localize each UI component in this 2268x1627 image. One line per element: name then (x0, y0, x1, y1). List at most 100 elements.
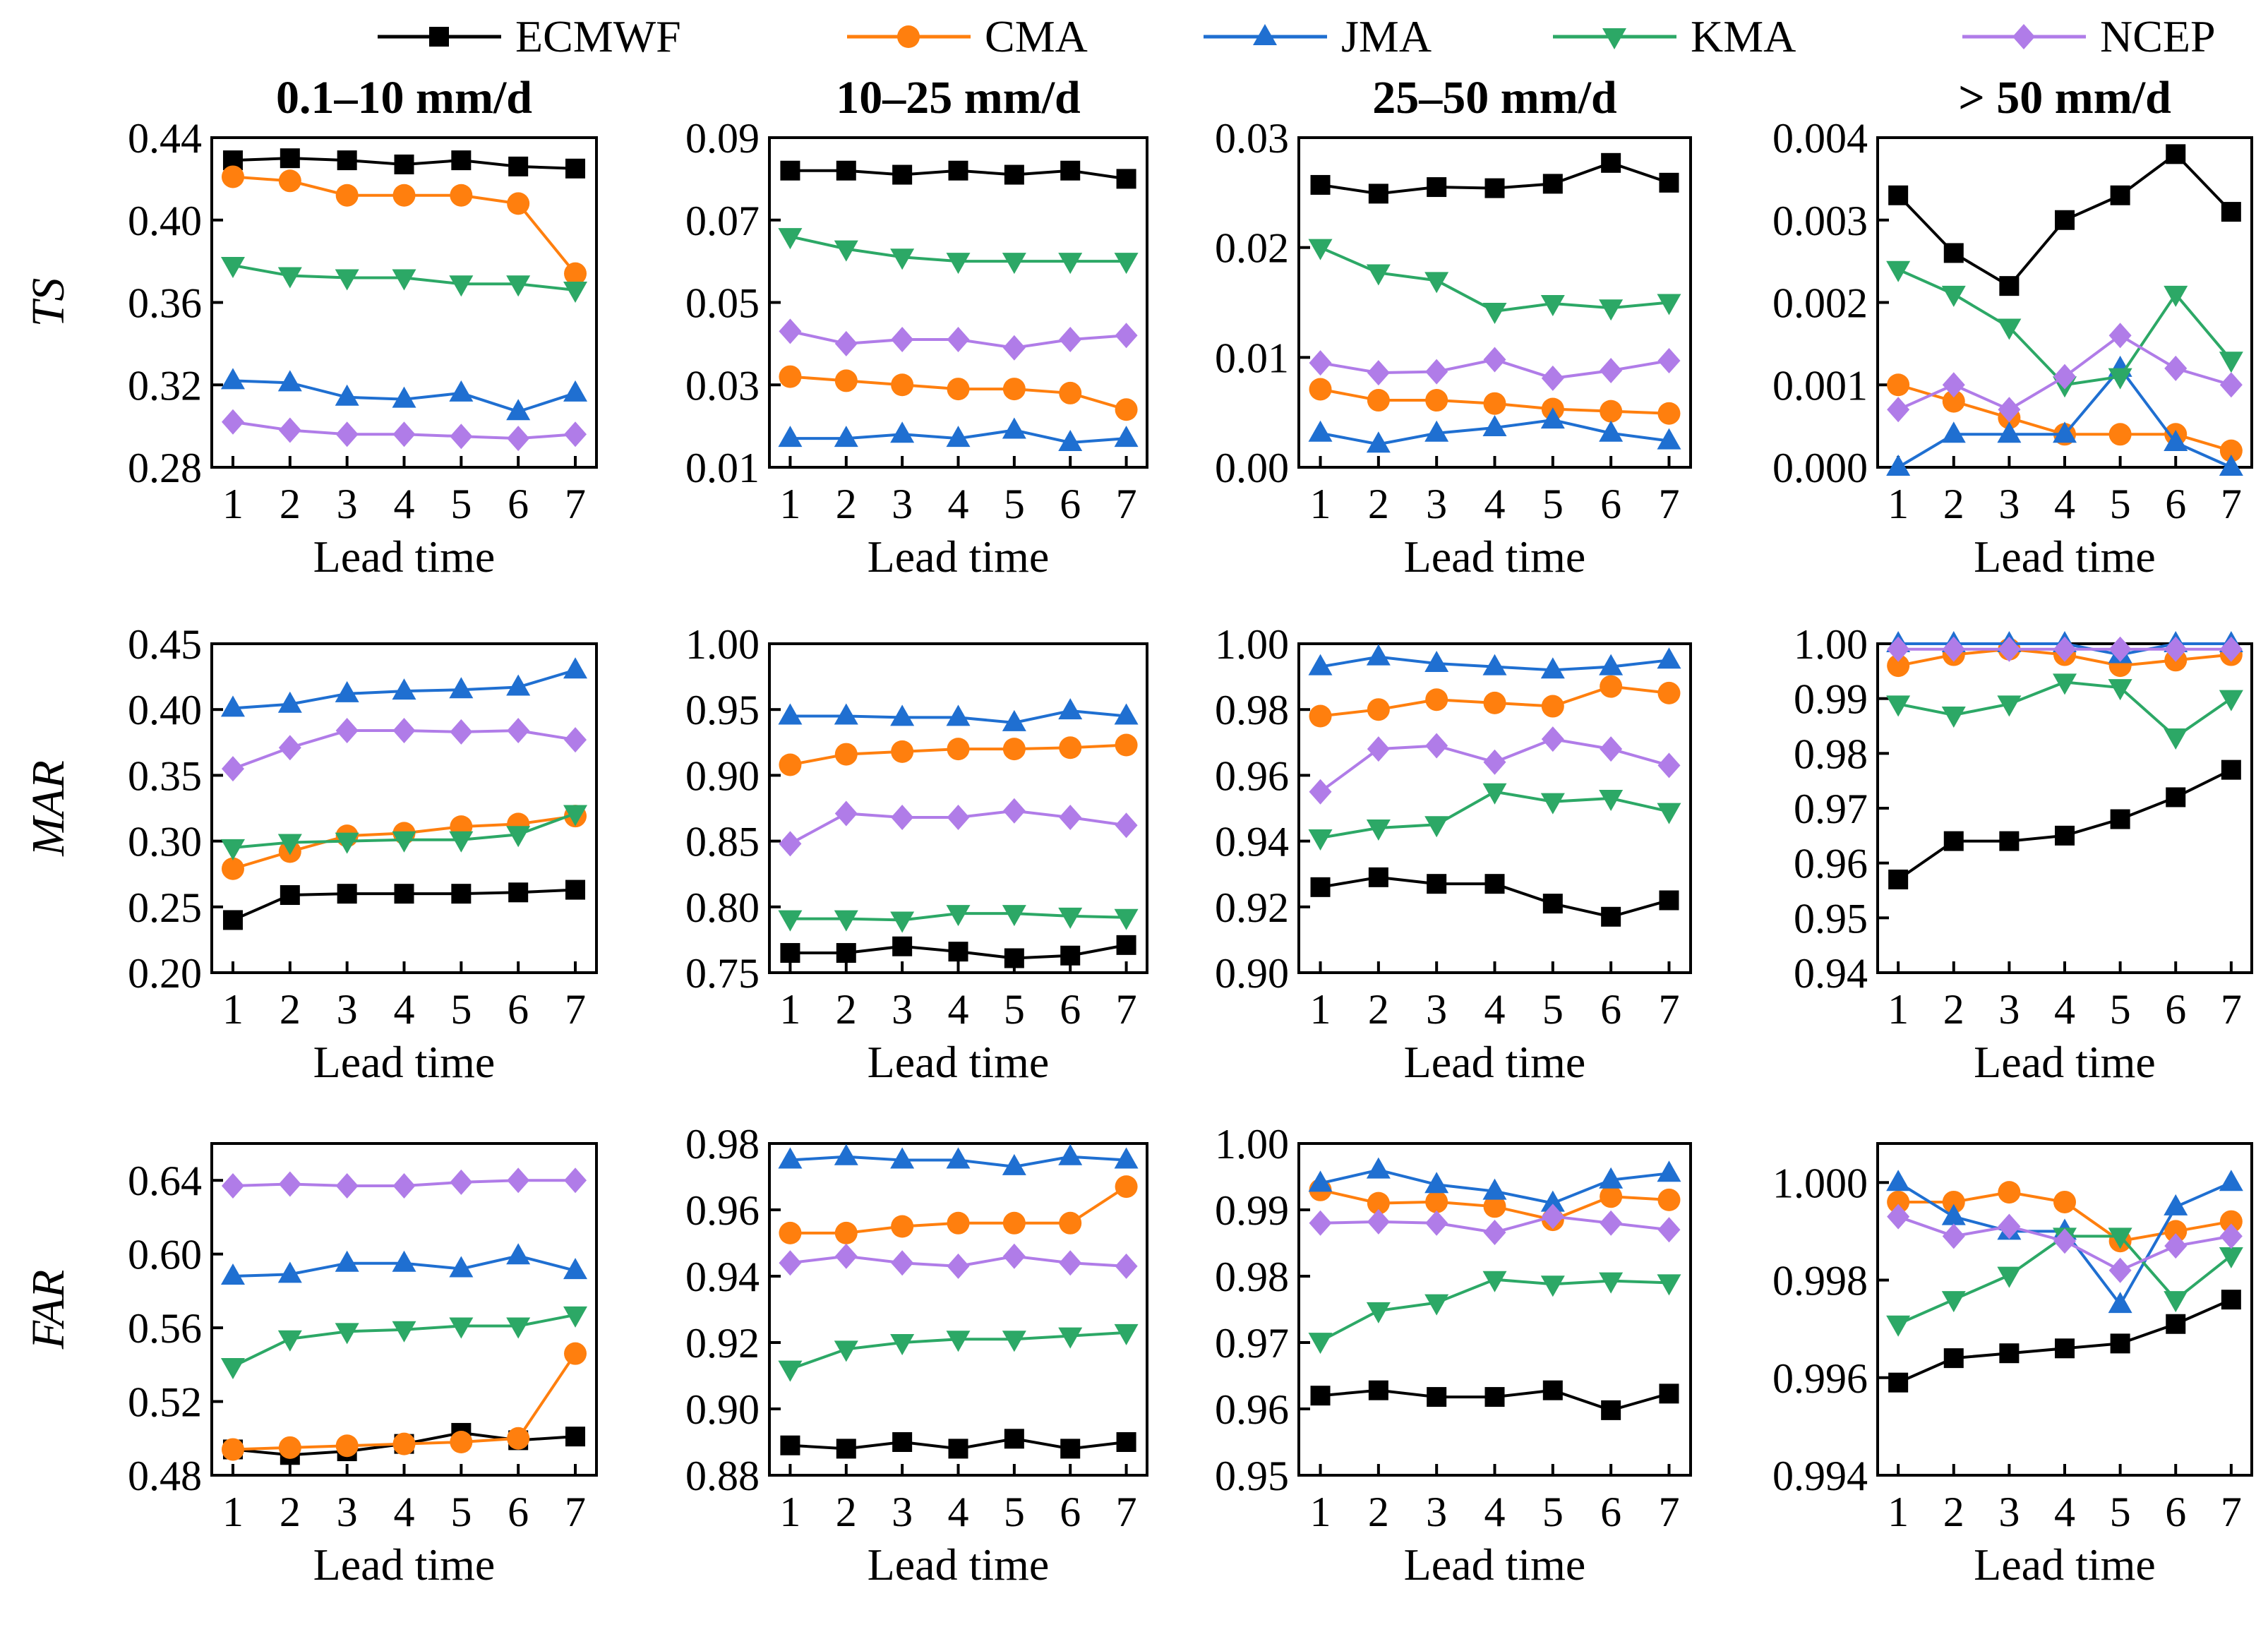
y-tick-label: 0.03 (1215, 115, 1289, 162)
data-point-cma (1483, 1195, 1506, 1218)
data-point-kma (1308, 1333, 1333, 1355)
x-tick-label: 4 (1484, 481, 1506, 527)
x-tick-label: 7 (2221, 481, 2242, 527)
data-point-ncep (947, 805, 970, 831)
data-point-ncep (1600, 736, 1623, 762)
data-point-cma (1887, 654, 1910, 678)
data-point-ecmwf (1484, 1387, 1505, 1407)
data-point-cma (221, 857, 244, 880)
y-tick-label: 0.07 (685, 198, 760, 244)
data-point-jma (1997, 421, 2022, 443)
data-point-kma (1886, 1315, 1911, 1337)
data-point-ncep (834, 1243, 858, 1269)
series-ncep (779, 1243, 1138, 1279)
x-axis-label: Lead time (868, 1037, 1050, 1087)
x-tick-label: 4 (394, 986, 415, 1033)
data-point-ncep (1309, 779, 1332, 805)
data-point-jma (1002, 709, 1026, 731)
data-point-cma (1367, 698, 1390, 721)
data-point-jma (1424, 1172, 1449, 1194)
data-point-ncep (1657, 1217, 1681, 1243)
data-point-cma (2053, 1190, 2076, 1213)
data-point-ncep (1367, 1208, 1390, 1235)
series-kma (1308, 1271, 1681, 1355)
x-tick-label: 6 (508, 481, 529, 527)
data-point-cma (1115, 733, 1138, 757)
data-point-kma (1997, 1266, 2022, 1288)
data-point-kma (1058, 907, 1083, 929)
data-point-cma (507, 1427, 530, 1450)
x-tick-label: 2 (1943, 986, 1964, 1033)
x-tick-label: 5 (1542, 986, 1564, 1033)
x-tick-label: 6 (1600, 481, 1621, 527)
data-point-jma (1002, 417, 1026, 439)
series-ecmwf (1310, 867, 1679, 927)
data-point-kma (1657, 1274, 1681, 1296)
data-point-kma (1114, 1323, 1139, 1345)
data-point-ecmwf (1659, 890, 1679, 911)
data-point-cma (2219, 439, 2243, 462)
data-point-kma (449, 831, 474, 853)
data-point-ecmwf (2221, 1290, 2241, 1310)
data-point-ecmwf (1943, 243, 1964, 263)
x-tick-label: 5 (1004, 986, 1025, 1033)
x-tick-label: 5 (450, 986, 472, 1033)
data-point-ecmwf (1310, 1386, 1331, 1406)
series-kma (778, 228, 1139, 275)
series-ncep (221, 1167, 587, 1199)
data-point-ncep (1002, 798, 1026, 824)
x-tick-label: 2 (280, 986, 301, 1033)
data-point-ncep (2164, 355, 2188, 381)
series-ncep (779, 318, 1138, 361)
data-point-ncep (779, 318, 802, 344)
data-point-cma (1600, 400, 1623, 423)
data-point-jma (277, 1261, 302, 1283)
data-point-cma (2164, 1220, 2188, 1243)
panel-r2-c1: 0.88 0.90 0.92 0.94 0.96 0.98 1 2 3 4 5 6 7 Lead time (685, 1121, 1148, 1590)
data-point-ncep (2108, 636, 2132, 662)
data-point-jma (563, 657, 588, 679)
data-point-ecmwf (1368, 867, 1388, 887)
x-tick-label: 5 (1004, 481, 1025, 527)
data-point-ecmwf (780, 943, 800, 963)
data-point-jma (946, 1147, 971, 1169)
data-point-kma (1941, 285, 1966, 307)
data-point-ncep (1425, 359, 1448, 385)
data-point-ncep (564, 1167, 587, 1194)
data-point-kma (449, 1317, 474, 1339)
series-cma (221, 165, 587, 285)
x-tick-label: 3 (892, 1489, 913, 1535)
data-point-cma (1600, 675, 1623, 698)
data-point-ecmwf (1943, 831, 1964, 851)
data-point-ncep (450, 424, 473, 450)
data-point-ecmwf (1310, 174, 1331, 195)
data-point-ecmwf (2166, 1314, 2186, 1334)
data-point-ecmwf (1542, 1380, 1563, 1400)
data-point-cma (834, 369, 858, 392)
data-point-kma (1540, 793, 1565, 815)
x-tick-label: 6 (2165, 986, 2186, 1033)
data-point-ncep (2108, 1257, 2132, 1283)
data-point-ecmwf (1943, 1348, 1964, 1369)
series-ncep (1887, 323, 2243, 423)
x-tick-label: 2 (1943, 1489, 1964, 1535)
data-point-ecmwf (565, 879, 586, 900)
data-point-ncep (278, 417, 301, 443)
data-point-ncep (2053, 636, 2076, 662)
series-cma (1309, 675, 1681, 728)
x-tick-label: 4 (948, 1489, 969, 1535)
y-tick-label: 0.96 (1794, 841, 1868, 887)
data-point-cma (221, 1438, 244, 1461)
data-point-cma (1657, 681, 1681, 704)
x-axis-label: Lead time (868, 1539, 1050, 1590)
data-point-jma (946, 426, 971, 448)
y-tick-label: 1.00 (685, 621, 760, 668)
legend-label-kma: KMA (1691, 11, 1796, 61)
data-point-jma (1482, 654, 1507, 676)
x-tick-label: 6 (2165, 481, 2186, 527)
series-jma (1886, 355, 2243, 476)
x-tick-label: 6 (1600, 1489, 1621, 1535)
data-point-ecmwf (836, 1439, 856, 1459)
data-point-kma (1002, 253, 1026, 275)
